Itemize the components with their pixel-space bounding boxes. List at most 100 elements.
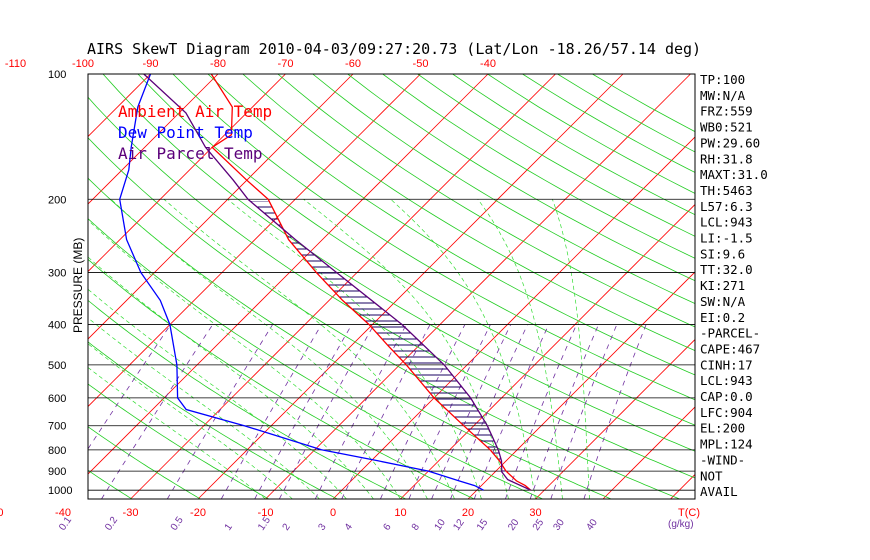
dry-adiabat: [0, 74, 64, 499]
stat-line: LFC:904: [700, 405, 753, 420]
stat-line: CAPE:467: [700, 341, 760, 356]
stat-line: PW:29.60: [700, 135, 760, 150]
moist-adiabat: [552, 199, 590, 499]
moist-adiabat: [390, 199, 536, 499]
dry-adiabat: [88, 218, 543, 499]
dry-adiabat: [312, 74, 695, 305]
stat-line: MW:N/A: [700, 88, 746, 103]
stat-line: LCL:943: [700, 373, 753, 388]
pressure-tick-label: 800: [48, 445, 66, 457]
dry-adiabat: [522, 74, 695, 173]
moist-adiabat: [88, 367, 266, 499]
dry-adiabat: [242, 74, 695, 352]
legend-entry: Dew Point Temp: [118, 123, 253, 142]
dry-adiabat: [452, 74, 695, 216]
pressure-tick-label: 900: [48, 466, 66, 478]
mixing-ratio-label: 30: [551, 517, 567, 533]
moist-adiabat: [477, 199, 563, 499]
stat-line: AVAIL: [700, 484, 738, 499]
pressure-ticks: 100 200 300 400 500 600 700 800 900 1000: [48, 69, 72, 497]
moist-adiabat: [88, 288, 347, 499]
bottom-temp-tick-label: -10: [258, 507, 274, 519]
top-temp-tick-label: -90: [143, 58, 159, 70]
isotherm-line: [535, 338, 695, 499]
mixing-ratio-line: [408, 324, 491, 499]
dry-adiabat: [172, 74, 695, 401]
stat-line: -WIND-: [700, 452, 745, 467]
mixing-ratio-label: 10: [433, 517, 449, 533]
stat-line: TP:100: [700, 72, 745, 87]
mixing-ratio-label: 8: [410, 521, 422, 532]
isotherm-line: [332, 136, 695, 499]
mixing-ratio-line: [505, 324, 577, 499]
pressure-tick-label: 300: [48, 268, 66, 280]
stat-line: NOT: [700, 468, 723, 483]
stat-line: TH:5463: [700, 183, 753, 198]
stat-line: LCL:943: [700, 215, 753, 230]
mixing-ratio-line: [278, 324, 375, 499]
mixing-ratio-label: 4: [343, 521, 355, 532]
mixing-ratio-label: 15: [475, 517, 491, 533]
mixing-ratio-label: 0.5: [169, 515, 186, 533]
chart-title: AIRS SkewT Diagram 2010-04-03/09:27:20.7…: [87, 40, 701, 58]
bottom-temp-tick-label: 30: [529, 507, 541, 519]
pressure-tick-label: 1000: [48, 485, 72, 497]
mixing-ratio-line: [166, 324, 273, 499]
moist-adiabat: [88, 317, 320, 499]
stat-line: CAP:0.0: [700, 389, 753, 404]
moist-adiabat: [110, 199, 428, 499]
stat-line: -PARCEL-: [700, 326, 760, 341]
stat-line: WB0:521: [700, 120, 753, 135]
y-axis-label: PRESSURE (MB): [71, 238, 85, 333]
moist-adiabat: [88, 219, 401, 499]
dry-adiabat: [88, 299, 406, 499]
isotherm-line: [88, 74, 286, 273]
mixing-ratio-line: [380, 324, 466, 499]
dry-adiabat: [88, 469, 133, 499]
top-temp-tick-label: -50: [413, 58, 429, 70]
profiles: [119, 74, 532, 491]
stat-line: TT:32.0: [700, 262, 753, 277]
mixing-ratio-label: 25: [531, 517, 547, 533]
mixing-ratio-line: [529, 324, 599, 499]
stats-panel: TP:100MW:N/AFRZ:559WB0:521PW:29.60RH:31.…: [700, 72, 768, 499]
bottom-temp-tick-label: -40: [55, 507, 71, 519]
grid: [0, 74, 695, 499]
mixing-ratio-line: [473, 324, 550, 499]
bottom-temp-tick-label: 0: [330, 507, 336, 519]
top-temp-ticks: -120-110-100-90-80-70-60-50-40: [5, 58, 496, 70]
top-temp-tick-label: -70: [278, 58, 294, 70]
top-temp-tick-label: -40: [480, 58, 496, 70]
stat-line: CINH:17: [700, 357, 753, 372]
mixing-ratio-line: [341, 324, 431, 499]
bottom-temp-tick-label: 10: [394, 507, 406, 519]
mixing-ratio-line: [550, 324, 618, 499]
isotherm-line: [197, 74, 624, 499]
dry-adiabat: [88, 341, 338, 499]
mixing-ratio-line: [431, 324, 512, 499]
cape-area: [250, 201, 507, 472]
mixing-ratio-label: 1: [223, 521, 235, 532]
dewpoint-line: [119, 74, 484, 491]
dry-adiabat: [382, 74, 695, 259]
plot-frame: [87, 73, 696, 500]
pressure-tick-label: 200: [48, 194, 66, 206]
top-temp-tick-label: -100: [72, 58, 94, 70]
mixing-ratio-label: 6: [381, 521, 393, 532]
moist-adiabat: [88, 343, 293, 499]
cape-hatch: [250, 201, 507, 472]
dry-adiabat: [88, 258, 475, 499]
dry-adiabat: [207, 74, 695, 376]
mixing-ratio-line: [583, 324, 647, 499]
top-temp-tick-label: -60: [345, 58, 361, 70]
pressure-tick-label: 700: [48, 421, 66, 433]
bottom-temp-ticks: -50 -40 -30 -20 -10 0 10 20 30 T(C): [0, 507, 700, 519]
legend-entry: Air Parcel Temp: [118, 144, 263, 163]
legend-entry: Ambient Air Temp: [118, 102, 272, 121]
bottom-temp-unit: T(C): [678, 507, 700, 519]
mixing-ratio-line: [254, 324, 353, 499]
mixing-ratio-line: [101, 324, 214, 499]
dry-adiabat: [88, 96, 695, 479]
stat-line: KI:271: [700, 278, 745, 293]
